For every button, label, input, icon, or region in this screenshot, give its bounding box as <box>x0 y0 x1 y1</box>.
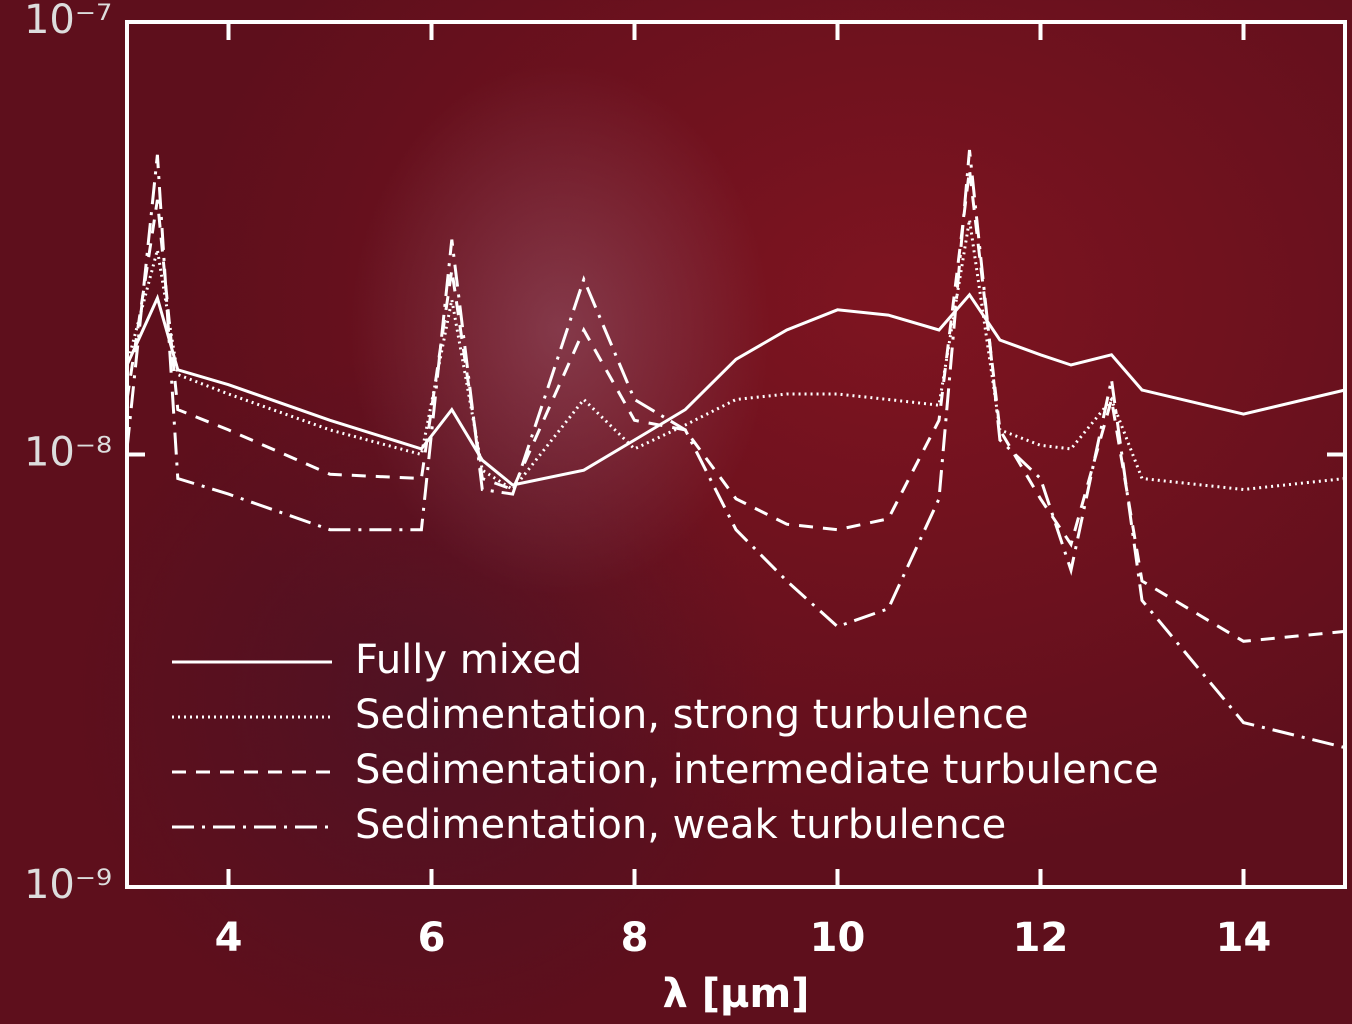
data-line <box>125 169 1346 643</box>
x-tick-label: 12 <box>1013 915 1069 961</box>
y-tick-label: 10⁻⁹ <box>24 862 112 908</box>
x-tick-label: 14 <box>1216 915 1272 961</box>
data-line <box>125 149 1346 750</box>
x-tick-label: 6 <box>418 915 446 961</box>
x-tick-label: 10 <box>810 915 866 961</box>
x-axis-label: λ [μm] <box>663 971 810 1017</box>
legend-label: Sedimentation, intermediate turbulence <box>355 747 1159 793</box>
legend-label: Sedimentation, strong turbulence <box>355 692 1029 738</box>
data-line <box>125 219 1346 492</box>
y-tick-label: 10⁻⁸ <box>24 430 112 476</box>
legend-label: Sedimentation, weak turbulence <box>355 802 1006 848</box>
x-tick-label: 4 <box>215 915 243 961</box>
plot-frame <box>125 20 1347 889</box>
data-line <box>125 292 1346 487</box>
y-tick-label: 10⁻⁷ <box>24 0 112 43</box>
legend-label: Fully mixed <box>355 637 582 683</box>
x-tick-label: 8 <box>621 915 649 961</box>
